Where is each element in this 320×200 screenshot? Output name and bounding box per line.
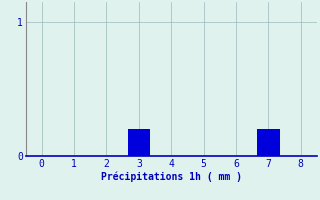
X-axis label: Précipitations 1h ( mm ): Précipitations 1h ( mm )	[101, 172, 242, 182]
Bar	[257, 129, 280, 156]
Bar	[127, 129, 150, 156]
